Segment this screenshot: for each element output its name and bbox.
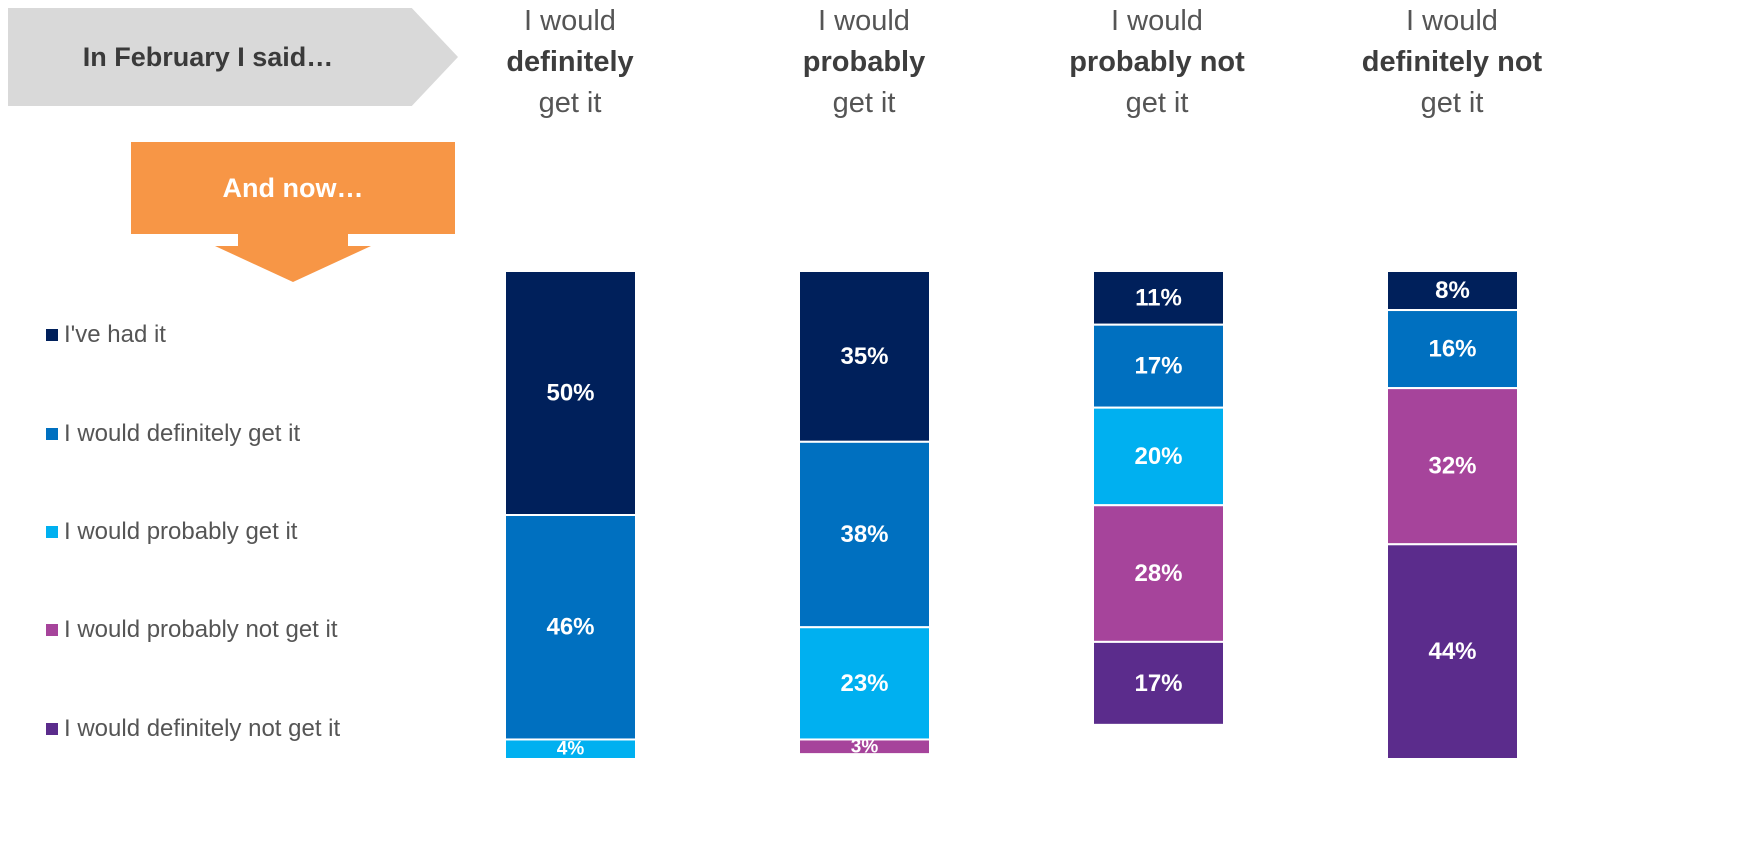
bar-segment-definitely-not-probably-not (1386, 387, 1519, 546)
data-label-probably-not-probably: 20% (1134, 443, 1182, 470)
bar-segment-probably-not-probably-not (1092, 504, 1225, 643)
data-label-probably-definitely: 38% (840, 521, 888, 548)
legend-label: I would definitely not get it (64, 715, 341, 742)
bar-segment-probably-probably-not (798, 738, 931, 756)
bar-segment-probably-probably (798, 626, 931, 741)
bar-segment-definitely-probably (504, 738, 637, 760)
legend-swatch (46, 723, 58, 735)
column-header-definitely: I would definitely get it (506, 5, 634, 119)
data-label-probably-probably-not: 3% (851, 736, 879, 757)
bar-segment-probably-not-definitely-not (1092, 640, 1225, 726)
legend-swatch (46, 526, 58, 538)
legend-swatch (46, 624, 58, 636)
bar-segment-probably-not-definitely (1092, 323, 1225, 409)
and-now-arrow-shape (131, 142, 455, 282)
column-header-definitely-not: I would definitely not get it (1361, 5, 1543, 119)
legend-item-definitely: I would definitely get it (46, 419, 300, 449)
february-label: In February I said… (82, 41, 334, 72)
legend-item-definitely-not: I would definitely not get it (46, 714, 340, 744)
column-header-probably-not: I would probably not get it (1069, 5, 1245, 119)
data-label-definitely-definitely: 46% (546, 614, 594, 641)
data-label-definitely-not-definitely-not: 44% (1428, 638, 1476, 665)
legend-label: I would definitely get it (64, 420, 301, 447)
column-header-probably: I would probably get it (802, 5, 926, 119)
bar-segment-definitely-not-definitely (1386, 309, 1519, 390)
data-label-definitely-not-probably-not: 32% (1428, 453, 1476, 480)
data-label-probably-had-it: 35% (840, 343, 888, 370)
bar-segment-definitely-not-had-it (1386, 270, 1519, 312)
bar-segment-probably-definitely (798, 440, 931, 629)
bar-segment-definitely-definitely (504, 514, 637, 741)
data-label-probably-not-probably-not: 28% (1134, 560, 1182, 587)
legend-label: I would probably get it (64, 518, 298, 545)
bar-segment-definitely-had-it (504, 270, 637, 516)
legend-swatch (46, 428, 58, 440)
data-label-probably-not-had-it: 11% (1135, 284, 1182, 311)
february-arrow-shape (8, 8, 458, 106)
bar-segment-probably-not-had-it (1092, 270, 1225, 326)
data-label-probably-not-definitely-not: 17% (1134, 670, 1182, 697)
data-label-probably-not-definitely: 17% (1134, 353, 1182, 380)
legend-label: I would probably not get it (64, 616, 338, 643)
data-label-definitely-not-definitely: 16% (1428, 336, 1476, 363)
data-label-probably-probably: 23% (840, 670, 888, 697)
legend-label: I've had it (64, 321, 166, 348)
data-label-definitely-not-had-it: 8% (1435, 277, 1470, 304)
and-now-label: And now… (222, 172, 364, 203)
bar-segment-probably-had-it (798, 270, 931, 443)
legend-swatch (46, 329, 58, 341)
bar-segment-definitely-not-definitely-not (1386, 543, 1519, 761)
legend-item-probably: I would probably get it (46, 517, 297, 547)
legend-item-probably-not: I would probably not get it (46, 615, 338, 645)
data-label-definitely-probably: 4% (557, 739, 585, 760)
legend-item-had-it: I've had it (46, 320, 166, 350)
data-label-definitely-had-it: 50% (546, 380, 594, 407)
